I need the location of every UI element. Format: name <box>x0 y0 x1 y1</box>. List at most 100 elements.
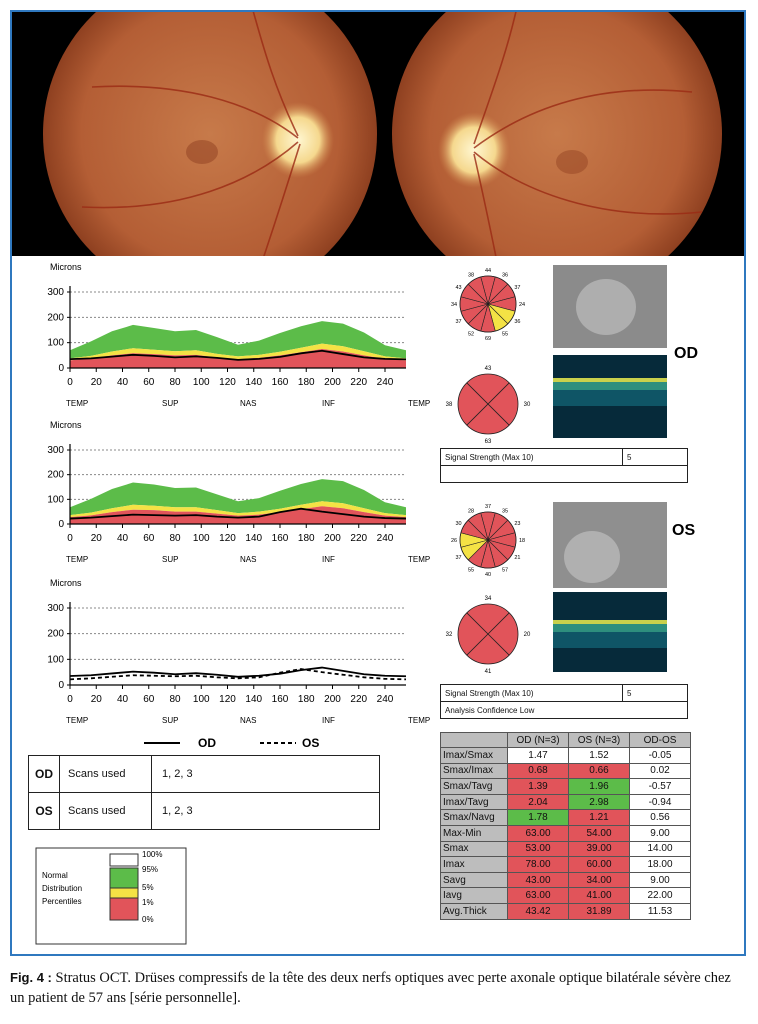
x-tick-label: 120 <box>219 377 236 388</box>
quadrant-value: 30 <box>524 402 531 408</box>
x-tick-label: 220 <box>350 533 367 544</box>
ratio-diff-value: 14.00 <box>629 840 691 858</box>
clock-value: 23 <box>514 521 520 527</box>
ratio-label: Smax/Tavg <box>440 778 508 795</box>
ratio-os-value: 39.00 <box>568 840 630 858</box>
x-tick-label: 220 <box>350 694 367 705</box>
x-tick-label: 120 <box>219 533 236 544</box>
legend-title-1: Normal <box>42 871 68 880</box>
y-tick-label: 200 <box>47 629 64 640</box>
clock-value: 26 <box>451 538 457 544</box>
clock-value: 55 <box>502 331 508 337</box>
x-tick-label: 60 <box>143 694 155 705</box>
legend-swatch-red <box>109 897 139 921</box>
x-tick-label: 0 <box>67 377 73 388</box>
od-fundus <box>43 12 377 256</box>
scans-used-table: OD Scans used 1, 2, 3 OS Scans used 1, 2… <box>28 755 380 830</box>
figure-frame: Microns 0 100 200 300 0 20 40 60 80 100 120 140 160 18… <box>10 10 746 956</box>
y-tick-label: 300 <box>47 287 64 298</box>
legend-tick-5: 5% <box>142 883 154 892</box>
ratio-row: Smax 53.00 39.00 14.00 <box>440 840 691 858</box>
od-signal-blank <box>440 465 688 483</box>
y-tick-label: 0 <box>58 519 64 530</box>
ratio-od-value: 1.78 <box>507 809 569 826</box>
ratio-header-od: OD (N=3) <box>507 732 569 748</box>
series-os-line <box>69 668 407 681</box>
x-tick-label: 40 <box>117 533 129 544</box>
region-label: SUP <box>162 555 178 564</box>
ratio-label: Smax/Imax <box>440 762 508 780</box>
x-tick-label: 240 <box>377 533 394 544</box>
chart-1: Microns 0 100 200 300 0 20 40 60 80 100 120 140 160 18… <box>47 420 430 564</box>
clock-value: 35 <box>502 509 508 515</box>
ratio-os-value: 34.00 <box>568 871 630 889</box>
legend-title-2: Distribution <box>42 884 82 893</box>
os-label: OS <box>672 522 695 539</box>
chart-0-ylabel: Microns <box>50 262 82 272</box>
ratio-os-value: 1.21 <box>568 809 630 826</box>
legend-os-text: OS <box>302 736 319 750</box>
x-tick-label: 80 <box>169 377 181 388</box>
clock-outline <box>459 275 517 333</box>
band-5-yellow <box>70 501 406 518</box>
ratio-label: Savg <box>440 871 508 889</box>
region-label: NAS <box>240 716 256 725</box>
clock-value: 34 <box>451 302 457 308</box>
chart-0: Microns 0 100 200 300 0 20 40 60 80 100 120 140 160 18… <box>47 262 430 408</box>
clock-value: 37 <box>455 555 461 561</box>
x-tick-label: 140 <box>245 694 262 705</box>
region-label: SUP <box>162 716 178 725</box>
region-label: SUP <box>162 399 178 408</box>
os-fundus <box>392 12 722 256</box>
ratio-od-value: 0.68 <box>507 762 569 780</box>
ratio-od-value: 63.00 <box>507 824 569 842</box>
ratio-row: Smax/Navg 1.78 1.21 0.56 <box>440 809 691 826</box>
x-tick-label: 180 <box>298 377 315 388</box>
region-label: NAS <box>240 555 256 564</box>
legend-od-text: OD <box>198 736 216 750</box>
region-label: TEMP <box>66 399 88 408</box>
band-1-red <box>70 349 406 368</box>
x-tick-label: 60 <box>143 533 155 544</box>
ratio-od-value: 2.04 <box>507 793 569 811</box>
os-signal-table: Signal Strength (Max 10) 5 Analysis Confi… <box>440 684 688 719</box>
y-tick-label: 0 <box>58 363 64 374</box>
clock-value: 30 <box>455 521 461 527</box>
clock-value: 57 <box>502 567 508 573</box>
legend-tick-95: 95% <box>142 865 158 874</box>
ratio-od-value: 78.00 <box>507 856 569 873</box>
quadrant-divider <box>466 612 510 656</box>
scan-eye-od: OD <box>28 755 60 793</box>
scan-value-od: 1, 2, 3 <box>151 755 380 793</box>
ratio-os-value: 54.00 <box>568 824 630 842</box>
x-tick-label: 200 <box>324 694 341 705</box>
region-label: TEMP <box>408 716 430 725</box>
chart-1-ylabel: Microns <box>50 420 82 430</box>
os-signal-label: Signal Strength (Max 10) <box>440 684 623 702</box>
od-signal-value: 5 <box>622 448 688 466</box>
ratio-diff-value: 0.02 <box>629 762 691 780</box>
quadrant-divider <box>466 382 510 426</box>
x-tick-label: 140 <box>245 377 262 388</box>
ratio-os-value: 41.00 <box>568 887 630 904</box>
os-clock-12: 37 35 23 18 21 57 40 55 37 26 30 28 <box>451 504 525 578</box>
x-tick-label: 160 <box>272 377 289 388</box>
od-signal-label: Signal Strength (Max 10) <box>440 448 623 466</box>
x-tick-label: 80 <box>169 533 181 544</box>
y-tick-label: 100 <box>47 338 64 349</box>
x-tick-label: 240 <box>377 377 394 388</box>
clock-value: 69 <box>485 336 491 342</box>
ratio-os-value: 60.00 <box>568 856 630 873</box>
x-tick-label: 100 <box>193 694 210 705</box>
x-tick-label: 60 <box>143 377 155 388</box>
clock-diagrams: 44 36 37 24 36 55 69 52 37 34 43 38 43 30 63 38 37 35 23 18… <box>446 268 531 675</box>
ratio-row: Imax/Tavg 2.04 2.98 -0.94 <box>440 793 691 811</box>
ratio-diff-value: -0.94 <box>629 793 691 811</box>
clock-value: 38 <box>468 273 474 279</box>
ratio-header-diff: OD-OS <box>629 732 691 748</box>
ratio-diff-value: 9.00 <box>629 871 691 889</box>
ratio-label: Iavg <box>440 887 508 904</box>
chart-2: Microns 0 100 200 300 0 20 40 60 80 100 120 140 160 18… <box>47 578 430 725</box>
legend-swatch-white <box>109 853 139 867</box>
os-analysis-confidence: Analysis Confidence Low <box>440 701 688 719</box>
